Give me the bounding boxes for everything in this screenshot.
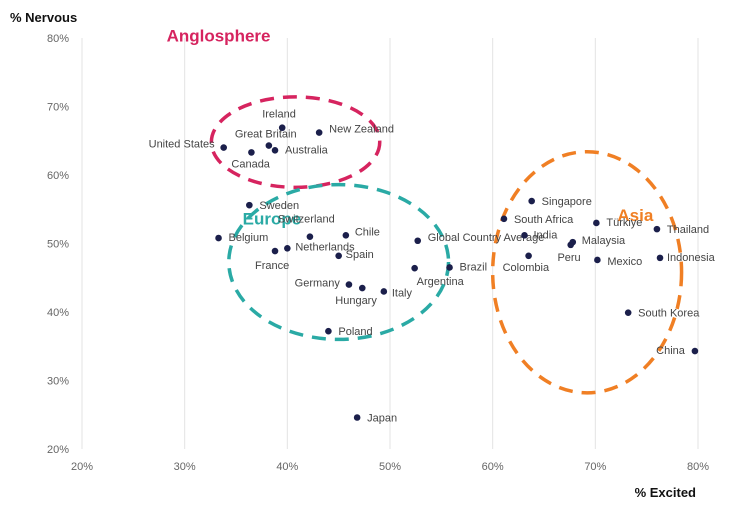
data-point [594,256,601,264]
data-point-label: Sweden [259,200,299,212]
data-point-label: South Korea [638,308,700,320]
data-point [653,225,661,233]
y-axis-title: % Nervous [10,10,77,25]
data-point-label: Italy [392,287,413,299]
data-point-label: Switzerland [278,214,335,226]
data-point-label: Singapore [542,196,592,208]
data-point [414,237,422,245]
data-point [315,129,323,136]
data-point-label: Colombia [503,262,550,274]
y-tick-label: 20% [47,444,69,456]
y-tick-label: 30% [47,376,69,388]
axis-ticks: 20% 30% 40% 50% 60% 70% 80% 20% 30% 40% 50% 60% 70% 8… [47,33,709,473]
europe-label: Europe [243,209,302,228]
data-point [380,288,388,295]
data-point [335,252,342,260]
y-tick-label: 70% [47,102,69,114]
data-point-label: Brazil [460,261,488,273]
grid-layer [81,38,699,449]
data-point-label: Indonesia [667,252,716,264]
data-point-label: Poland [338,326,372,338]
cluster-ellipses: Anglosphere Europe Asia [167,26,684,395]
asia-ellipse [490,149,684,395]
data-point [500,215,508,223]
data-point-label: France [255,260,289,272]
anglosphere-ellipse [209,95,382,190]
europe-ellipse [227,182,451,342]
data-point-label: United States [149,139,216,151]
data-point [325,327,332,335]
x-axis-title: % Excited [635,485,696,500]
data-point [358,284,366,292]
data-point [306,233,314,240]
data-point-label: China [656,345,686,357]
anglosphere-label: Anglosphere [167,26,271,45]
data-point-label: Hungary [335,295,377,307]
data-point [411,264,418,272]
x-tick-label: 40% [276,461,298,473]
data-point [271,247,279,255]
data-point [220,144,227,151]
data-point-label: Türkiye [606,217,642,229]
data-point [567,241,574,249]
data-point-label: New Zealand [329,124,394,136]
data-point-label: Great Britain [235,129,297,141]
data-point [278,124,286,132]
x-tick-label: 70% [584,461,606,473]
data-point-label: Canada [231,158,270,170]
data-point-label: South Africa [514,214,574,226]
x-tick-label: 30% [174,461,196,473]
data-point [446,264,453,271]
data-point-label: Ireland [262,109,296,121]
data-point [656,254,664,262]
x-tick-label: 60% [482,461,504,473]
data-point-label: Global Country Average [428,232,545,244]
data-point-label: Spain [346,249,374,261]
data-point [284,244,291,252]
data-point-label: Netherlands [295,241,355,253]
data-point-label: India [533,229,558,241]
y-tick-label: 80% [47,33,69,45]
y-tick-label: 60% [47,170,69,182]
data-point [265,142,273,149]
data-points: Ireland New Zealand Great Britain United St… [149,109,716,425]
data-point [215,234,222,242]
data-point [345,281,353,288]
data-point-label: Chile [355,226,380,238]
x-tick-label: 20% [71,461,93,473]
x-tick-label: 80% [687,461,709,473]
data-point [593,219,600,227]
data-point [521,231,528,239]
asia-label: Asia [617,206,653,225]
data-point-label: Japan [367,412,397,424]
data-point-label: Mexico [607,256,642,268]
data-point [353,414,361,421]
data-point [624,309,632,316]
data-point-label: Thailand [667,224,709,236]
y-tick-label: 50% [47,239,69,251]
data-point-label: Malaysia [582,235,626,247]
data-point-label: Belgium [229,232,269,244]
data-point [691,347,699,355]
data-point-label: Peru [557,252,580,264]
y-tick-label: 40% [47,307,69,319]
data-point [246,201,253,209]
data-point-label: Australia [285,144,329,156]
data-point [271,147,279,154]
data-point-label: Argentina [417,276,465,288]
data-point [248,149,255,156]
data-point-label: Germany [295,278,341,290]
data-point [528,197,535,205]
data-point [342,231,350,239]
data-point [525,252,532,260]
x-tick-label: 50% [379,461,401,473]
